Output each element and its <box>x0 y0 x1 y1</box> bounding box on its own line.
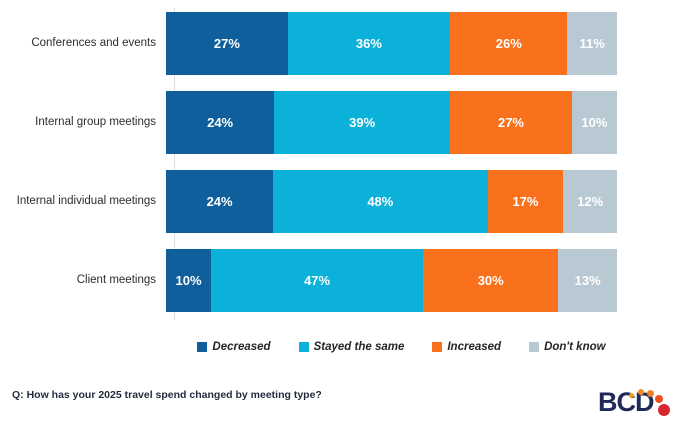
bcd-logo: BCD <box>598 383 676 427</box>
y-axis-line <box>174 8 175 320</box>
legend-label: Don't know <box>544 341 606 353</box>
bar-segment-stayed-the-same: 39% <box>274 91 451 154</box>
bar-segment-don-t-know: 10% <box>571 91 617 154</box>
bar-segment-decreased: 24% <box>166 170 274 233</box>
value-label: 27% <box>497 115 524 130</box>
category-label: Internal group meetings <box>35 116 156 129</box>
logo-dot-5 <box>658 404 670 416</box>
bar-segment-increased: 26% <box>450 12 568 75</box>
legend-label: Stayed the same <box>313 341 405 353</box>
value-label: 36% <box>355 36 382 51</box>
bar-segment-decreased: 10% <box>166 249 212 312</box>
legend-swatch <box>432 342 443 352</box>
bar-segment-decreased: 27% <box>166 12 288 75</box>
value-label: 11% <box>579 36 605 51</box>
value-label: 48% <box>367 194 394 209</box>
category-label: Client meetings <box>76 274 156 287</box>
bar-segment-increased: 27% <box>450 91 572 154</box>
bcd-logo-text: BCD <box>598 387 654 417</box>
value-label: 10% <box>581 115 608 130</box>
value-label: 26% <box>495 36 522 51</box>
value-label: 39% <box>349 115 376 130</box>
bar-segment-stayed-the-same: 48% <box>273 170 488 233</box>
chart-row: Internal group meetings 24% 39% 27% 10% <box>0 91 627 154</box>
legend-label: Increased <box>447 341 502 353</box>
logo-dot-2 <box>638 389 644 395</box>
legend-swatch <box>529 342 540 352</box>
value-label: 17% <box>512 194 539 209</box>
legend-item-stayed-the-same: Stayed the same <box>298 341 405 353</box>
value-label: 24% <box>207 115 234 130</box>
bar-segment-don-t-know: 12% <box>563 170 617 233</box>
chart-legend: Decreased Stayed the same Increased Don't k… <box>176 341 627 353</box>
bar-segment-don-t-know: 13% <box>558 249 617 312</box>
bar-segment-increased: 30% <box>423 249 559 312</box>
stacked-bar: 24% 39% 27% 10% <box>166 91 617 154</box>
value-label: 47% <box>304 273 331 288</box>
survey-question: Q: How has your 2025 travel spend change… <box>12 389 322 401</box>
value-label: 27% <box>213 36 240 51</box>
bar-segment-stayed-the-same: 47% <box>211 249 424 312</box>
bar-segment-don-t-know: 11% <box>567 12 617 75</box>
bar-segment-increased: 17% <box>487 170 564 233</box>
stacked-bar: 10% 47% 30% 13% <box>166 249 617 312</box>
value-label: 30% <box>477 273 504 288</box>
logo-dot-1 <box>629 393 634 398</box>
legend-item-don-t-know: Don't know <box>529 341 606 353</box>
chart-row: Conferences and events 27% 36% 26% 11% <box>0 12 627 75</box>
stacked-bar: 24% 48% 17% 12% <box>166 170 617 233</box>
legend-label: Decreased <box>212 341 271 353</box>
value-label: 10% <box>175 273 202 288</box>
legend-swatch <box>298 342 309 352</box>
chart-row: Internal individual meetings 24% 48% 17% 12% <box>0 170 627 233</box>
category-label: Conferences and events <box>31 37 156 50</box>
bar-segment-decreased: 24% <box>166 91 275 154</box>
legend-item-increased: Increased <box>432 341 501 353</box>
logo-dot-3 <box>647 390 654 397</box>
bar-segment-stayed-the-same: 36% <box>287 12 451 75</box>
stacked-bar-chart: Conferences and events 27% 36% 26% 11% Intern… <box>0 12 627 328</box>
logo-dot-4 <box>655 395 663 403</box>
category-label: Internal individual meetings <box>16 195 156 208</box>
stacked-bar: 27% 36% 26% 11% <box>166 12 617 75</box>
legend-item-decreased: Decreased <box>197 341 271 353</box>
legend-swatch <box>197 342 208 352</box>
chart-row: Client meetings 10% 47% 30% 13% <box>0 249 627 312</box>
value-label: 24% <box>206 194 233 209</box>
value-label: 13% <box>574 273 601 288</box>
value-label: 12% <box>577 194 604 209</box>
